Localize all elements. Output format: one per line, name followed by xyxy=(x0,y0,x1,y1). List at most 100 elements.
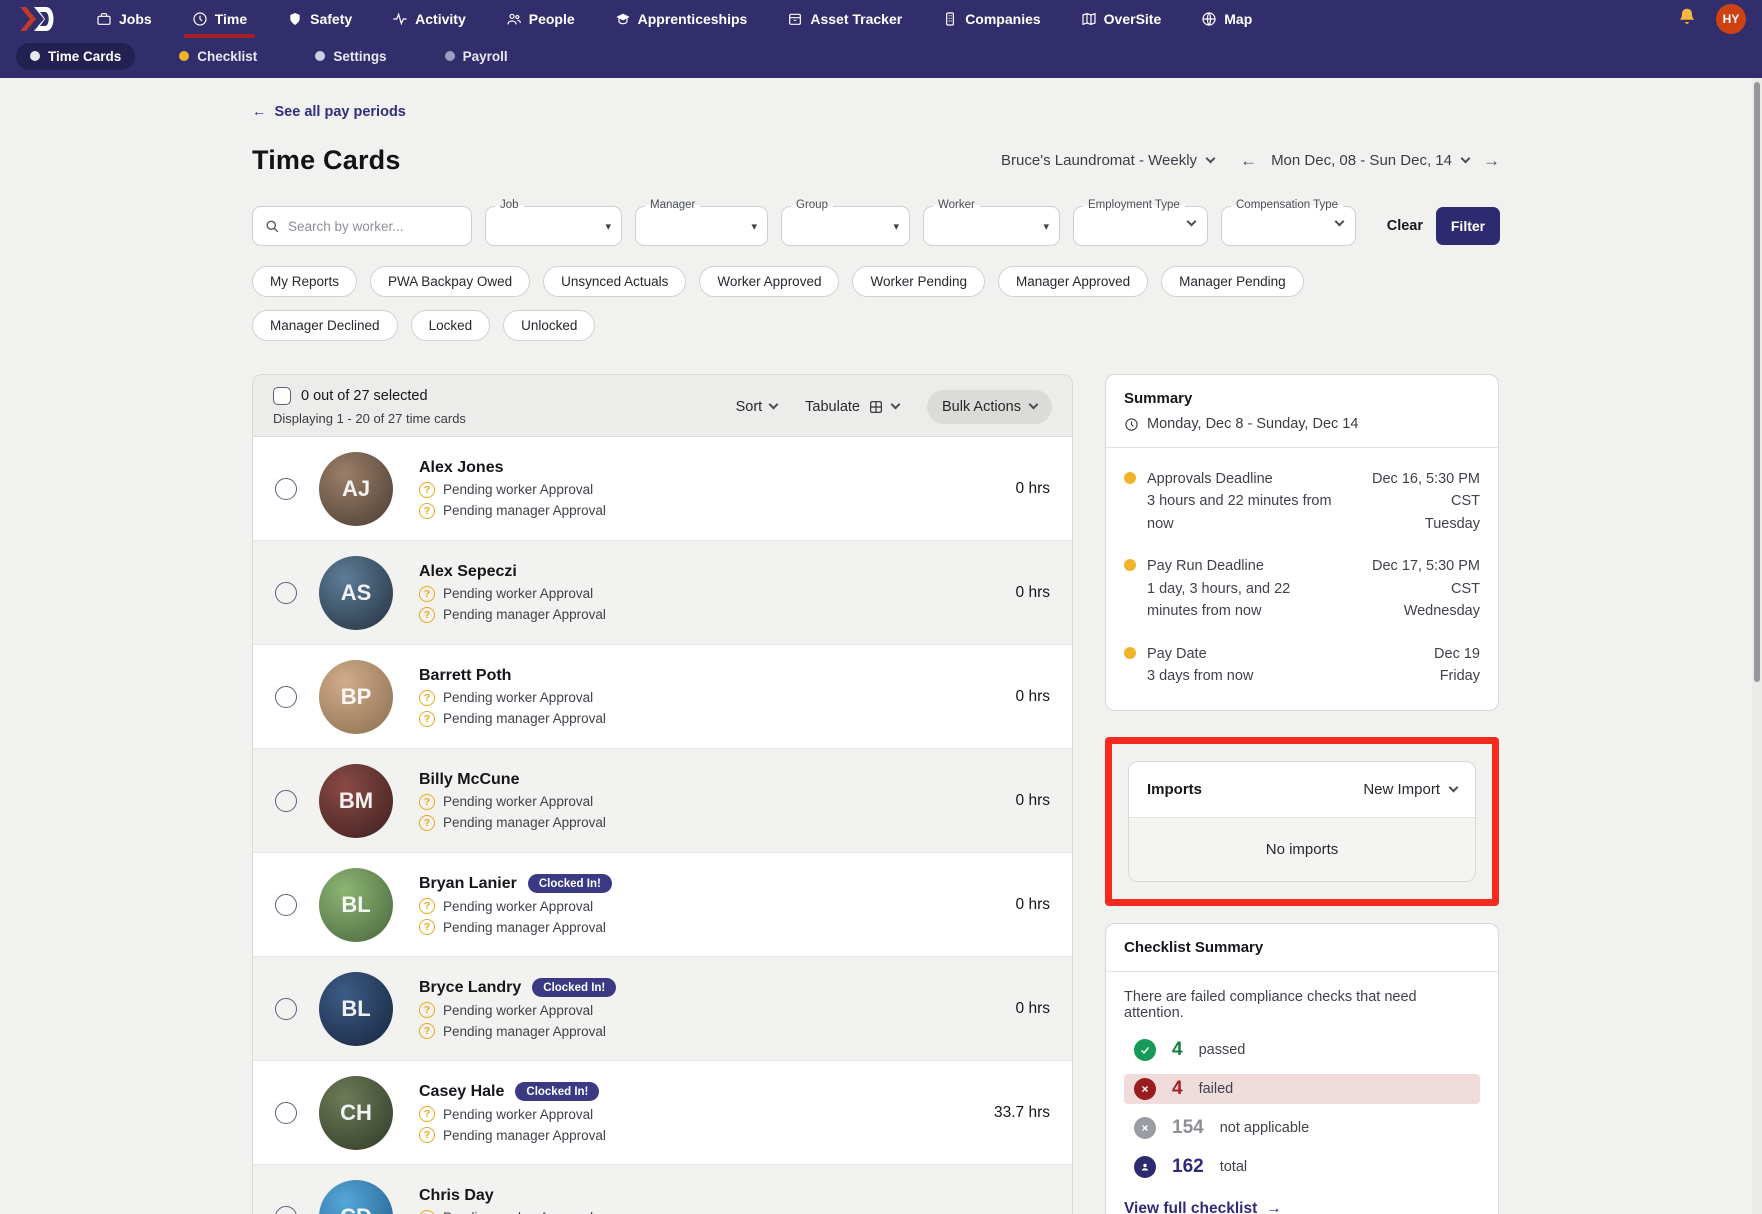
user-avatar[interactable]: HY xyxy=(1716,4,1746,34)
pending-question-icon xyxy=(419,814,435,831)
date-range-select[interactable]: Mon Dec, 08 - Sun Dec, 14 xyxy=(1271,152,1471,169)
nav-item-people[interactable]: People xyxy=(506,0,575,38)
chip-my-reports[interactable]: My Reports xyxy=(252,266,358,297)
worker-avatar: CD xyxy=(319,1179,393,1214)
clocked-in-badge: Clocked In! xyxy=(527,874,612,893)
chip-pwa-backpay-owed[interactable]: PWA Backpay Owed xyxy=(370,266,531,297)
chevron-down-icon xyxy=(768,399,779,410)
person-circle-icon xyxy=(1134,1155,1156,1178)
view-full-checklist-link[interactable]: View full checklist → xyxy=(1124,1200,1480,1214)
pending-question-icon xyxy=(419,793,435,810)
relative-time: 1 day, 3 hours, and 22 minutes from now xyxy=(1147,580,1291,620)
back-to-pay-periods-link[interactable]: ← See all pay periods xyxy=(252,104,406,120)
time-card-row[interactable]: BP Barrett Poth Pending worker Approval … xyxy=(253,645,1072,749)
chip-unlocked[interactable]: Unlocked xyxy=(503,310,596,341)
new-import-button[interactable]: New Import xyxy=(1363,781,1459,798)
time-card-row[interactable]: CH Casey Hale Clocked In! Pending worker… xyxy=(253,1061,1072,1165)
previous-period-arrow[interactable]: ← xyxy=(1240,150,1258,170)
chip-manager-pending[interactable]: Manager Pending xyxy=(1161,266,1304,297)
subnav-item-checklist[interactable]: Checklist xyxy=(165,43,271,70)
notifications-bell-icon[interactable] xyxy=(1676,6,1698,33)
checklist-stat-failed: 4 failed xyxy=(1124,1073,1480,1104)
dropdown-arrow-icon: ▾ xyxy=(893,221,899,233)
summary-title: Summary xyxy=(1124,390,1193,407)
sort-control[interactable]: Sort xyxy=(736,399,779,415)
search-input[interactable] xyxy=(288,218,459,234)
subnav-item-payroll[interactable]: Payroll xyxy=(431,43,522,70)
tabulate-control[interactable]: Tabulate xyxy=(805,399,901,415)
job-filter-select[interactable]: Job ▾ xyxy=(485,199,622,246)
nav-item-asset-tracker[interactable]: Asset Tracker xyxy=(787,0,902,38)
nav-item-activity[interactable]: Activity xyxy=(392,0,466,38)
worker-avatar: BL xyxy=(319,867,393,942)
nav-item-oversite[interactable]: OverSite xyxy=(1081,0,1161,38)
deadline-datetime: Dec 17, 5:30 PM CST xyxy=(1372,558,1480,597)
time-card-row[interactable]: CD Chris Day Pending worker Approval Pen… xyxy=(253,1165,1072,1214)
pending-question-icon xyxy=(419,689,435,706)
chip-worker-pending[interactable]: Worker Pending xyxy=(852,266,986,297)
row-checkbox[interactable] xyxy=(275,685,297,708)
clocked-in-badge: Clocked In! xyxy=(515,1082,600,1101)
nav-item-safety[interactable]: Safety xyxy=(287,0,352,38)
chip-unsynced-actuals[interactable]: Unsynced Actuals xyxy=(543,266,687,297)
row-checkbox[interactable] xyxy=(275,789,297,812)
pay-period-program-select[interactable]: Bruce's Laundromat - Weekly xyxy=(1001,152,1216,169)
row-checkbox[interactable] xyxy=(275,893,297,916)
bulk-actions-button[interactable]: Bulk Actions xyxy=(927,389,1052,424)
app-logo[interactable] xyxy=(16,4,60,34)
checklist-stat-not-applicable: 154 not applicable xyxy=(1124,1113,1480,1143)
row-checkbox[interactable] xyxy=(275,477,297,500)
group-filter-select[interactable]: Group ▾ xyxy=(781,199,910,246)
worker-name: Bryce Landry xyxy=(419,978,522,996)
row-checkbox[interactable] xyxy=(275,997,297,1020)
status-dot-icon xyxy=(444,51,455,61)
hours-value: 0 hrs xyxy=(1015,895,1050,913)
pending-question-icon xyxy=(419,1002,435,1018)
summary-item-pay-date: Pay Date 3 days from now Dec 19 Friday xyxy=(1124,643,1480,688)
row-checkbox[interactable] xyxy=(275,581,297,604)
worker-avatar: BL xyxy=(319,971,393,1046)
chip-worker-approved[interactable]: Worker Approved xyxy=(699,266,840,297)
nav-item-companies[interactable]: Companies xyxy=(942,0,1041,38)
globe-icon xyxy=(1202,12,1216,26)
checklist-stat-passed: 4 passed xyxy=(1124,1035,1480,1065)
summary-item-approvals-deadline: Approvals Deadline 3 hours and 22 minute… xyxy=(1124,468,1480,535)
nav-item-map[interactable]: Map xyxy=(1201,0,1252,38)
chip-manager-approved[interactable]: Manager Approved xyxy=(998,266,1149,297)
worker-avatar: BM xyxy=(319,763,393,838)
graduation-cap-icon xyxy=(615,13,630,25)
worker-name: Alex Jones xyxy=(419,458,504,476)
subnav-item-settings[interactable]: Settings xyxy=(301,43,400,70)
chip-manager-declined[interactable]: Manager Declined xyxy=(252,310,398,341)
apply-filter-button[interactable]: Filter xyxy=(1436,207,1500,245)
select-all-checkbox[interactable] xyxy=(273,387,291,405)
time-card-row[interactable]: AJ Alex Jones Pending worker Approval Pe… xyxy=(253,437,1072,541)
subnav-item-time-cards[interactable]: Time Cards xyxy=(16,42,136,70)
page-title: Time Cards xyxy=(252,145,401,175)
time-card-row[interactable]: BL Bryan Lanier Clocked In! Pending work… xyxy=(253,853,1072,957)
row-checkbox[interactable] xyxy=(275,1101,297,1124)
x-circle-icon xyxy=(1134,1077,1156,1100)
time-card-row[interactable]: AS Alex Sepeczi Pending worker Approval … xyxy=(253,541,1072,645)
compensation-type-filter-select[interactable]: Compensation Type xyxy=(1221,199,1356,246)
worker-name: Chris Day xyxy=(419,1186,494,1204)
nav-item-jobs[interactable]: Jobs xyxy=(96,0,152,38)
next-period-arrow[interactable]: → xyxy=(1483,150,1500,170)
status-dot-icon xyxy=(315,51,326,61)
worker-name: Bryan Lanier xyxy=(419,874,517,892)
deadline-day: Wednesday xyxy=(1403,603,1480,620)
chip-locked[interactable]: Locked xyxy=(410,310,491,341)
manager-filter-select[interactable]: Manager ▾ xyxy=(635,199,768,246)
time-card-row[interactable]: BM Billy McCune Pending worker Approval … xyxy=(253,749,1072,853)
row-checkbox[interactable] xyxy=(275,1205,297,1214)
list-header: 0 out of 27 selected Displaying 1 - 20 o… xyxy=(253,375,1072,437)
nav-item-apprenticeships[interactable]: Apprenticeships xyxy=(615,0,747,38)
time-card-row[interactable]: BL Bryce Landry Clocked In! Pending work… xyxy=(253,957,1072,1061)
clear-filters-button[interactable]: Clear xyxy=(1386,218,1423,234)
chevron-down-icon xyxy=(1186,216,1197,227)
scrollbar-thumb[interactable] xyxy=(1754,82,1760,682)
worker-avatar: AJ xyxy=(319,451,393,526)
employment-type-filter-select[interactable]: Employment Type xyxy=(1073,199,1208,246)
nav-item-time[interactable]: Time xyxy=(183,0,256,38)
worker-filter-select[interactable]: Worker ▾ xyxy=(923,199,1060,246)
